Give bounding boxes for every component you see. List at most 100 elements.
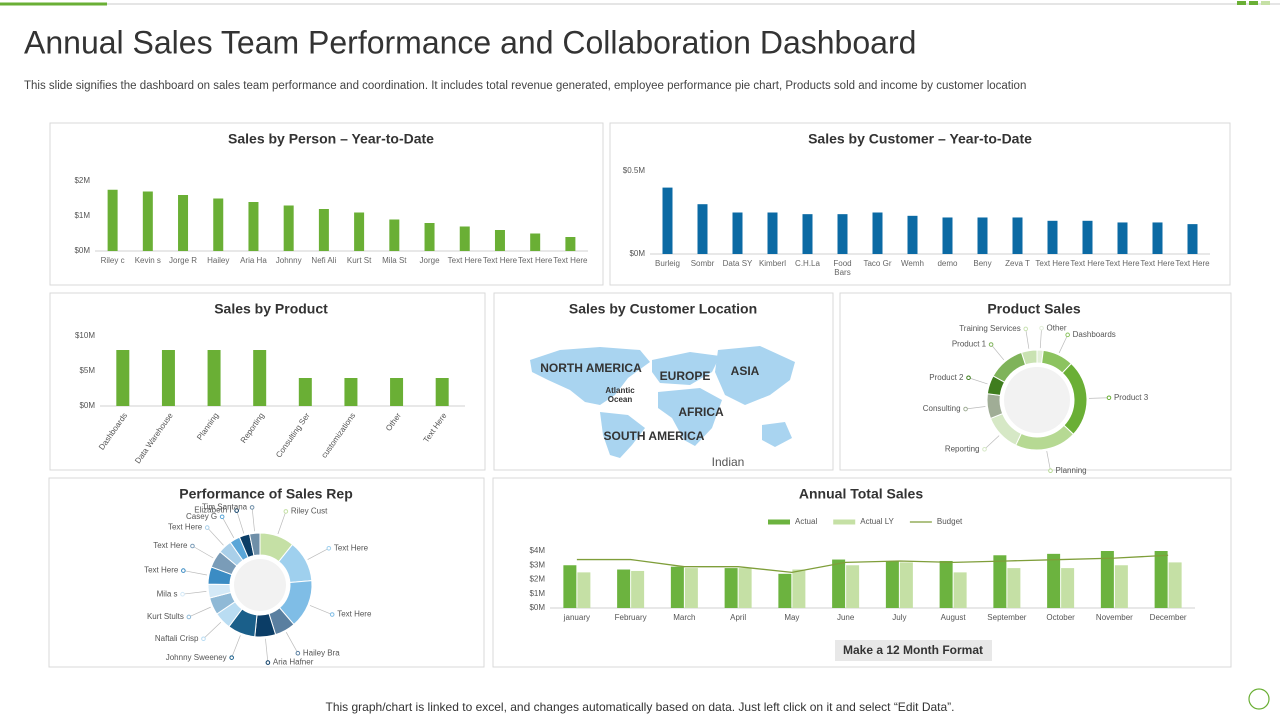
- button-label[interactable]: Make a 12 Month Format: [843, 643, 983, 657]
- bar: [178, 195, 189, 251]
- x-tick-label: Sombr: [690, 259, 715, 268]
- leader-line: [965, 406, 986, 410]
- leader-line: [231, 635, 241, 658]
- leader-dot: [1023, 326, 1029, 332]
- bar: [424, 223, 435, 251]
- bar: [1117, 222, 1128, 254]
- x-tick-label: June: [837, 613, 855, 622]
- bar: [107, 189, 118, 251]
- bar: [617, 569, 631, 608]
- leader-dot: [1039, 325, 1044, 331]
- leader-dot: [201, 636, 206, 642]
- x-tick-label-box: Kevin s: [134, 256, 161, 265]
- map-label: AFRICA: [678, 405, 724, 419]
- bar: [977, 217, 988, 254]
- donut-hole: [234, 559, 286, 611]
- x-tick-label: Zeva T: [1005, 259, 1030, 268]
- segment-label: Product 2: [929, 373, 964, 382]
- bar: [697, 204, 708, 254]
- donut-segment: [986, 393, 1004, 420]
- x-tick-label-box: Beny: [973, 259, 992, 268]
- x-tick-label-box: Text Here: [1175, 259, 1210, 268]
- x-tick-label-box: C.H.La: [795, 259, 820, 268]
- bar: [354, 212, 365, 251]
- x-tick-label: Text Here: [1105, 259, 1140, 268]
- segment-label: Consulting: [923, 404, 961, 413]
- x-tick-label: Text Here: [482, 256, 518, 265]
- x-tick-label: demo: [937, 259, 958, 268]
- y-tick-label: $1M: [74, 211, 90, 220]
- legend-label: Budget: [937, 517, 963, 526]
- leader-dot: [190, 543, 195, 549]
- chart-title: Sales by Customer Location: [569, 301, 757, 317]
- x-tick-label: October: [1046, 613, 1075, 622]
- chart-title: Sales by Product: [214, 301, 328, 317]
- x-tick-label-box: demo: [937, 259, 958, 268]
- x-tick-label: Beny: [973, 259, 992, 268]
- leader-line: [183, 570, 207, 576]
- leader-line: [188, 606, 211, 618]
- segment-label: Product 3: [1114, 393, 1149, 402]
- bar: [1012, 217, 1023, 254]
- segment-label: Kurt Stults: [147, 612, 184, 621]
- legend-swatch: [768, 519, 790, 525]
- leader-dot: [966, 375, 971, 381]
- x-tick-label-box: Sombr: [690, 259, 715, 268]
- corner-mark: [1237, 1, 1246, 5]
- leader-dot: [181, 568, 186, 573]
- segment-label: Text Here: [334, 543, 369, 552]
- x-tick-label: Wemh: [901, 259, 924, 268]
- x-tick-label: April: [730, 613, 746, 622]
- leader-line: [206, 527, 224, 546]
- chart-title: Annual Total Sales: [799, 486, 923, 502]
- leader-line: [236, 510, 245, 534]
- x-tick-label: Johnny: [275, 256, 302, 265]
- x-tick-label-box: Riley c: [101, 256, 125, 265]
- bar: [846, 565, 860, 608]
- x-tick-label: Text Here: [518, 256, 553, 265]
- budget-line: [576, 554, 1169, 574]
- x-tick-label: Food Bars: [833, 259, 852, 277]
- bar: [344, 378, 358, 406]
- x-tick-label: january: [563, 613, 590, 622]
- x-tick-label: December: [1150, 613, 1187, 622]
- bar: [565, 237, 576, 251]
- bar: [832, 559, 846, 608]
- segment-label: Text Here: [168, 523, 203, 532]
- segment-label: Riley Cust: [291, 507, 328, 516]
- bar: [1082, 220, 1093, 254]
- map-label: EUROPE: [660, 369, 711, 383]
- x-tick-label-box: Kurt St: [347, 256, 371, 265]
- bar: [939, 560, 953, 608]
- x-tick-label: September: [987, 613, 1026, 622]
- y-tick-label: $0M: [629, 249, 645, 258]
- leader-line: [1046, 451, 1051, 471]
- leader-line: [1039, 328, 1042, 349]
- x-tick-label-box: Hailey: [207, 256, 229, 265]
- bar: [1168, 562, 1182, 608]
- x-tick-label: Text Here: [1070, 259, 1105, 268]
- x-tick-label-box: Wemh: [901, 259, 924, 268]
- leader-dot: [204, 525, 210, 530]
- x-tick-label-box: Text Here: [1070, 259, 1105, 268]
- leader-line: [221, 516, 235, 538]
- bar: [953, 572, 967, 608]
- x-tick-label: August: [941, 613, 967, 622]
- x-tick-label-box: Taco Gr: [863, 259, 891, 268]
- x-tick-label: Kevin s: [134, 256, 161, 265]
- bar: [298, 378, 312, 406]
- x-tick-label: Text Here: [1175, 259, 1210, 268]
- bar: [885, 560, 899, 608]
- bar: [142, 191, 153, 251]
- x-tick-label-box: Jorge: [420, 256, 440, 265]
- bar: [792, 569, 806, 608]
- bar: [1152, 222, 1163, 254]
- bar: [253, 350, 267, 406]
- leader-line: [307, 547, 329, 560]
- donut-hole: [1004, 367, 1070, 433]
- segment-label: Reporting: [945, 444, 980, 453]
- button[interactable]: [835, 640, 992, 661]
- segment-label: Product 1: [952, 340, 987, 349]
- x-tick-label-box: Johnny: [275, 256, 302, 265]
